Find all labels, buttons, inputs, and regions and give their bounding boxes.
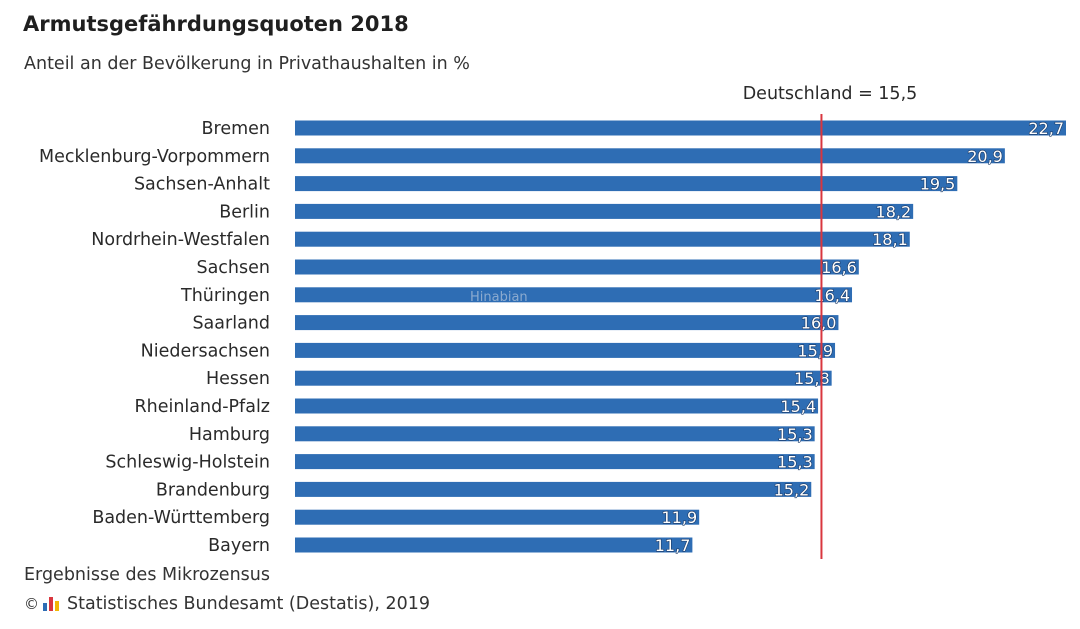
value-label-berlin: 18,2 — [876, 202, 912, 221]
bar-berlin — [295, 203, 914, 219]
category-label-bayern: Bayern — [208, 536, 270, 556]
bar-sachsen — [295, 259, 859, 275]
value-label-hamburg: 15,3 — [777, 425, 813, 444]
category-label-brandenburg: Brandenburg — [156, 480, 270, 500]
category-label-hamburg: Hamburg — [189, 425, 270, 445]
destatis-logo-icon — [43, 597, 59, 611]
value-label-bremen: 22,7 — [1028, 119, 1064, 138]
value-label-bayern: 11,7 — [655, 536, 691, 555]
value-label-baden-württemberg: 11,9 — [662, 508, 698, 527]
logo-bar — [49, 597, 53, 611]
chart-title: Armutsgefährdungsquoten 2018 — [23, 12, 409, 36]
bar-hessen — [295, 370, 832, 386]
logo-bar — [43, 603, 47, 611]
bar-niedersachsen — [295, 342, 836, 358]
category-label-saarland: Saarland — [192, 314, 270, 334]
value-label-nordrhein-westfalen: 18,1 — [872, 230, 908, 249]
bar-sachsen-anhalt — [295, 176, 958, 192]
category-label-schleswig-holstein: Schleswig-Holstein — [105, 453, 270, 473]
value-label-brandenburg: 15,2 — [774, 480, 810, 499]
bar-bayern — [295, 537, 693, 553]
bar-mecklenburg-vorpommern — [295, 148, 1005, 164]
bar-brandenburg — [295, 481, 812, 497]
category-label-nordrhein-westfalen: Nordrhein-Westfalen — [91, 230, 270, 250]
bars-group: Bremen 22,7 Mecklenburg-Vorpommern 20,9 Sach… — [39, 118, 1066, 556]
logo-bar — [55, 601, 59, 611]
value-label-rheinland-pfalz: 15,4 — [780, 397, 816, 416]
watermark: Hinabian — [470, 290, 528, 305]
category-label-baden-württemberg: Baden-Württemberg — [92, 508, 270, 528]
category-label-hessen: Hessen — [206, 369, 270, 389]
value-label-hessen: 15,8 — [794, 369, 830, 388]
bar-bremen — [295, 120, 1066, 136]
chart-subtitle: Anteil an der Bevölkerung in Privathaush… — [24, 54, 470, 74]
value-label-niedersachsen: 15,9 — [797, 341, 833, 360]
value-label-thüringen: 16,4 — [814, 286, 850, 305]
bar-hamburg — [295, 426, 815, 442]
bar-thüringen — [295, 287, 853, 303]
category-label-mecklenburg-vorpommern: Mecklenburg-Vorpommern — [39, 147, 270, 167]
category-label-rheinland-pfalz: Rheinland-Pfalz — [134, 397, 270, 417]
category-label-bremen: Bremen — [202, 119, 271, 139]
category-label-thüringen: Thüringen — [180, 286, 270, 306]
reference-group: Deutschland = 15,5 — [743, 84, 918, 559]
category-label-berlin: Berlin — [219, 202, 270, 222]
value-label-sachsen: 16,6 — [821, 258, 857, 277]
bar-nordrhein-westfalen — [295, 231, 910, 247]
bar-baden-württemberg — [295, 509, 700, 525]
category-label-sachsen-anhalt: Sachsen-Anhalt — [134, 175, 270, 195]
value-label-schleswig-holstein: 15,3 — [777, 453, 813, 472]
category-label-sachsen: Sachsen — [196, 258, 270, 278]
reference-label: Deutschland = 15,5 — [743, 84, 918, 104]
source-text: Statistisches Bundesamt (Destatis), 2019 — [67, 594, 431, 614]
category-label-niedersachsen: Niedersachsen — [141, 341, 270, 361]
footnote: Ergebnisse des Mikrozensus — [24, 565, 270, 585]
bar-schleswig-holstein — [295, 454, 815, 470]
value-label-saarland: 16,0 — [801, 314, 837, 333]
copyright-icon: © — [24, 595, 39, 613]
bar-saarland — [295, 315, 839, 331]
value-label-sachsen-anhalt: 19,5 — [920, 175, 956, 194]
bar-rheinland-pfalz — [295, 398, 819, 414]
source-line: © Statistisches Bundesamt (Destatis), 20… — [24, 594, 430, 614]
value-label-mecklenburg-vorpommern: 20,9 — [967, 147, 1003, 166]
